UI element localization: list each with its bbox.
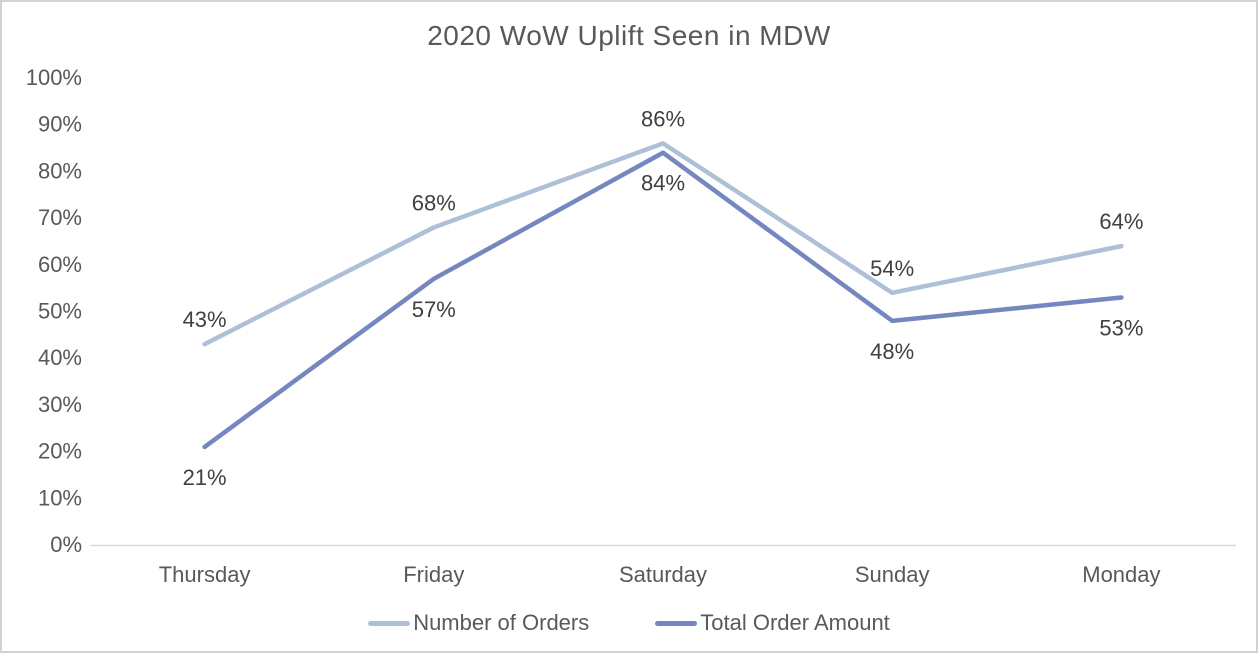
y-axis-tick-label: 60% <box>38 252 82 277</box>
y-axis-tick-label: 10% <box>38 485 82 510</box>
x-axis-category-label: Friday <box>403 562 464 587</box>
y-axis-tick-label: 100% <box>26 65 82 90</box>
y-axis-tick-label: 80% <box>38 158 82 183</box>
data-label: 53% <box>1099 315 1143 340</box>
data-label: 43% <box>183 307 227 332</box>
legend-line-marker <box>368 620 411 626</box>
data-label: 64% <box>1099 209 1143 234</box>
data-label: 48% <box>870 339 914 364</box>
legend-label: Total Order Amount <box>700 610 890 635</box>
x-axis-category-label: Thursday <box>159 562 251 587</box>
data-label: 84% <box>641 171 685 196</box>
data-label: 54% <box>870 256 914 281</box>
series-layer <box>202 141 1124 450</box>
legend-label: Number of Orders <box>413 610 590 635</box>
data-label: 57% <box>412 297 456 322</box>
data-label: 68% <box>412 190 456 215</box>
x-axis-category-label: Sunday <box>855 562 930 587</box>
y-axis-tick-label: 0% <box>50 532 82 557</box>
y-axis-tick-label: 40% <box>38 345 82 370</box>
series-line-1 <box>202 141 1124 347</box>
chart-title: 2020 WoW Uplift Seen in MDW <box>427 20 831 51</box>
axis-layer: 0% 10% 20% 30% 40% 50% 60% 70% 80% 90% 100% Thursda… <box>26 65 1236 587</box>
y-axis-tick-label: 30% <box>38 392 82 417</box>
y-axis-tick-label: 70% <box>38 205 82 230</box>
legend-line-marker <box>655 620 698 626</box>
data-label: 86% <box>641 106 685 131</box>
x-axis-category-label: Monday <box>1082 562 1160 587</box>
chart-legend: Number of Orders Total Order Amount <box>2 606 1256 640</box>
legend-item-1: Number of Orders <box>368 610 589 636</box>
legend-item-2: Total Order Amount <box>655 610 890 636</box>
y-axis-tick-label: 20% <box>38 439 82 464</box>
x-axis-category-label: Saturday <box>619 562 707 587</box>
series-line-2 <box>202 150 1124 450</box>
y-axis-tick-label: 90% <box>38 112 82 137</box>
data-label: 21% <box>183 465 227 490</box>
y-axis-tick-label: 50% <box>38 299 82 324</box>
data-label-layer: 43% 68% 86% 54% 64% 21% 57% 84% 48% 53% <box>183 106 1144 490</box>
